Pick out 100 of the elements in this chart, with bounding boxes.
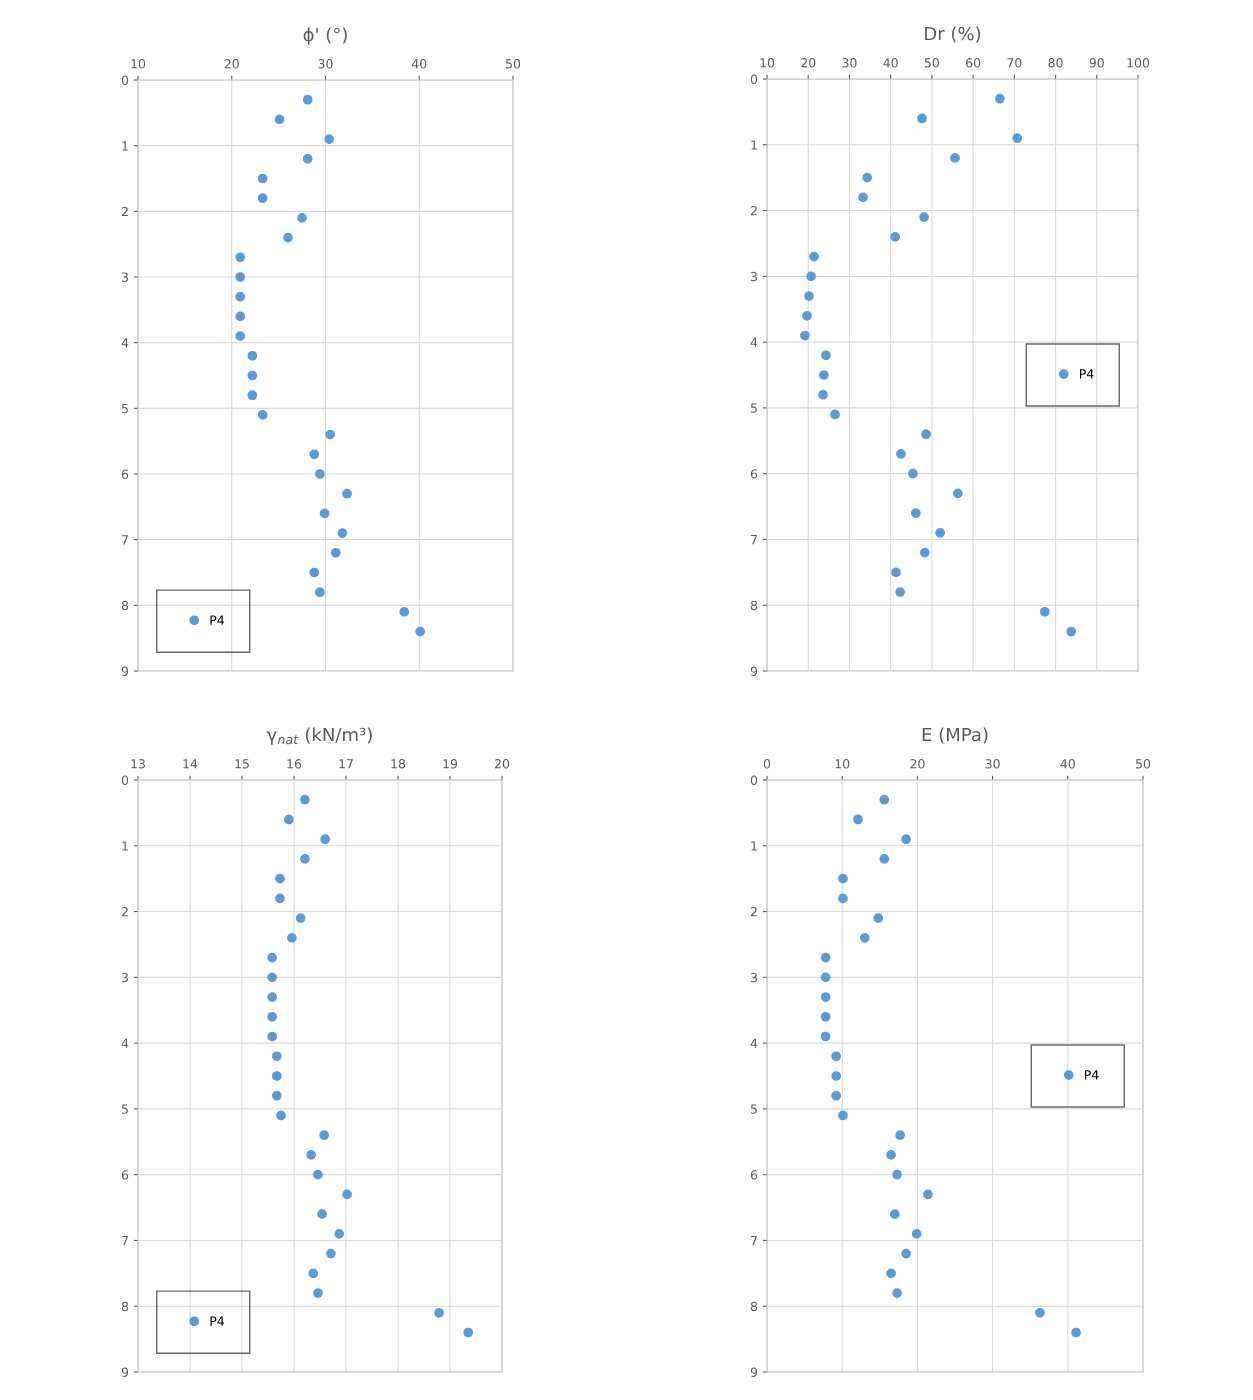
y-tick-label: 3: [121, 972, 128, 983]
x-tick-label: 50: [924, 58, 940, 68]
point: [886, 1268, 896, 1279]
y-tick-label: 2: [750, 907, 757, 917]
point: [935, 528, 945, 538]
point: [886, 1150, 896, 1160]
y-tick-label: 9: [121, 1367, 129, 1377]
point: [295, 913, 306, 923]
y-tick-label: 6: [121, 469, 129, 479]
x-tick-label: 80: [1048, 58, 1063, 68]
point: [399, 607, 410, 617]
point: [952, 488, 963, 499]
x-tick-label: 100: [1127, 58, 1150, 68]
x-tick-label: 17: [339, 759, 353, 769]
point: [247, 350, 258, 361]
point: [908, 468, 918, 479]
x-tick-label: 40: [1060, 759, 1075, 769]
legend-label: P4: [1079, 369, 1094, 379]
point: [415, 626, 426, 637]
point: [917, 113, 927, 124]
y-tick-label: 9: [121, 666, 129, 676]
point: [235, 291, 246, 302]
point: [434, 1307, 444, 1318]
point: [853, 814, 863, 825]
y-tick-label: 0: [121, 775, 129, 785]
point: [337, 528, 348, 538]
point: [283, 814, 294, 825]
y-tick-label: 0: [750, 775, 758, 785]
y-tick-label: 5: [121, 1104, 128, 1114]
y-tick-label: 2: [121, 206, 128, 217]
point: [247, 390, 258, 401]
point: [309, 567, 320, 578]
x-tick-label: 20: [494, 759, 510, 769]
point: [319, 508, 330, 519]
point: [235, 311, 246, 322]
point: [809, 251, 819, 262]
point: [838, 1110, 848, 1121]
point: [317, 1209, 327, 1219]
point: [306, 1150, 317, 1160]
point: [879, 854, 890, 864]
point: [274, 114, 285, 125]
y-tick-label: 6: [750, 1170, 758, 1180]
y-tick-label: 5: [121, 403, 128, 414]
x-tick-label: 30: [842, 58, 857, 68]
point: [820, 952, 831, 963]
point: [235, 252, 246, 263]
point: [901, 1248, 911, 1259]
point: [820, 992, 831, 1002]
point: [806, 271, 816, 282]
point: [302, 94, 313, 105]
point: [302, 153, 313, 164]
y-tick-label: 0: [121, 75, 129, 85]
point: [271, 1071, 282, 1081]
point: [257, 193, 268, 204]
x-tick-label: 19: [443, 759, 458, 769]
point: [267, 972, 278, 983]
y-tick-label: 4: [750, 1038, 758, 1048]
point: [313, 1288, 323, 1298]
chart-title: ϕ' (°): [303, 27, 347, 45]
point: [911, 1229, 922, 1239]
point: [267, 1011, 278, 1022]
point: [275, 893, 285, 904]
legend-label: P4: [210, 615, 225, 625]
x-tick-label: 40: [411, 59, 427, 69]
point: [820, 1031, 831, 1042]
point: [276, 1110, 286, 1121]
y-tick-label: 7: [122, 535, 128, 545]
y-tick-label: 8: [121, 1301, 129, 1312]
x-tick-label: 30: [985, 759, 1000, 769]
x-tick-label: 10: [760, 58, 775, 68]
point: [463, 1327, 474, 1338]
point: [892, 1169, 902, 1180]
y-tick-label: 2: [750, 206, 757, 216]
point: [921, 429, 931, 440]
point: [320, 834, 331, 845]
point: [919, 212, 929, 222]
point: [283, 232, 293, 243]
point: [275, 873, 285, 884]
chart-title: E (MPa): [922, 727, 988, 744]
point: [873, 913, 884, 923]
point: [920, 547, 930, 558]
point: [308, 1268, 319, 1279]
y-tick-label: 6: [750, 469, 758, 479]
y-tick-label: 9: [750, 666, 758, 676]
point: [287, 933, 297, 943]
point: [892, 1288, 902, 1298]
point: [820, 972, 831, 983]
point: [895, 587, 906, 597]
point: [326, 1248, 336, 1259]
point: [235, 331, 246, 341]
y-tick-label: 4: [121, 1038, 129, 1048]
point: [1071, 1327, 1081, 1338]
point: [858, 192, 868, 203]
point: [950, 153, 960, 163]
point: [297, 213, 307, 223]
y-tick-label: 7: [751, 535, 757, 545]
y-tick-label: 7: [751, 1236, 757, 1246]
point: [901, 834, 911, 845]
y-tick-label: 0: [750, 74, 758, 84]
y-tick-label: 3: [750, 972, 757, 983]
